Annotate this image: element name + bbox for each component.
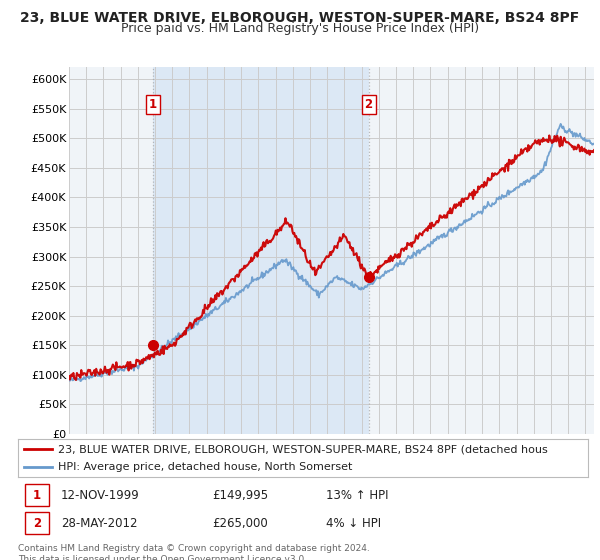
Text: 28-MAY-2012: 28-MAY-2012 [61,516,137,530]
Text: 4% ↓ HPI: 4% ↓ HPI [326,516,381,530]
FancyBboxPatch shape [25,512,49,534]
Text: Price paid vs. HM Land Registry's House Price Index (HPI): Price paid vs. HM Land Registry's House … [121,22,479,35]
Text: 23, BLUE WATER DRIVE, ELBOROUGH, WESTON-SUPER-MARE, BS24 8PF (detached hous: 23, BLUE WATER DRIVE, ELBOROUGH, WESTON-… [58,444,548,454]
Text: 1: 1 [149,98,157,111]
Text: 2: 2 [365,98,373,111]
Text: 12-NOV-1999: 12-NOV-1999 [61,488,139,502]
FancyBboxPatch shape [25,484,49,506]
Bar [153,67,368,434]
Text: 1: 1 [33,488,41,502]
Text: £265,000: £265,000 [212,516,268,530]
Text: 13% ↑ HPI: 13% ↑ HPI [326,488,388,502]
Text: Contains HM Land Registry data © Crown copyright and database right 2024.
This d: Contains HM Land Registry data © Crown c… [18,544,370,560]
Text: 2: 2 [33,516,41,530]
Text: £149,995: £149,995 [212,488,268,502]
Text: 23, BLUE WATER DRIVE, ELBOROUGH, WESTON-SUPER-MARE, BS24 8PF: 23, BLUE WATER DRIVE, ELBOROUGH, WESTON-… [20,11,580,25]
Text: HPI: Average price, detached house, North Somerset: HPI: Average price, detached house, Nort… [58,462,352,472]
